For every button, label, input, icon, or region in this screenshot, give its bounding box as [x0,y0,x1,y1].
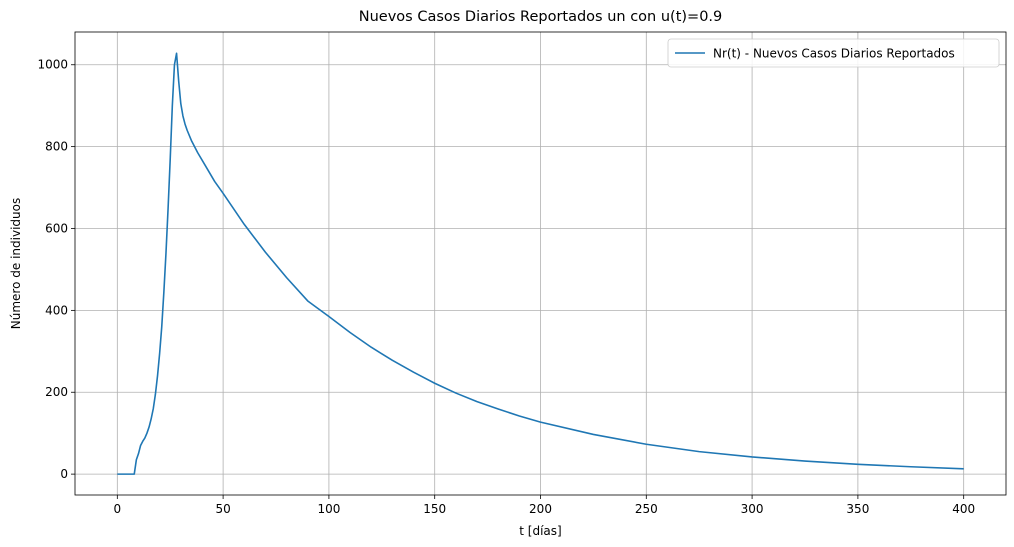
x-tick-label: 250 [635,502,658,516]
y-axis-ticks: 0 200 400 600 800 1000 [37,58,75,481]
legend-box [667,38,1000,68]
y-tick-label: 200 [45,385,68,399]
x-tick-label: 100 [317,502,340,516]
x-tick-label: 150 [423,502,446,516]
series-line-0 [117,52,964,475]
x-tick-label: 200 [529,502,552,516]
y-tick-label: 600 [45,221,68,235]
y-tick-label: 400 [45,303,68,317]
x-tick-label: 400 [952,502,975,516]
x-tick-label: 0 [113,502,121,516]
x-tick-label: 50 [215,502,230,516]
y-tick-label: 800 [45,140,68,154]
series-layer [117,52,964,475]
legend-entry-label: Nr(t) - Nuevos Casos Diarios Reportados [713,47,955,61]
chart-title: Nuevos Casos Diarios Reportados un con u… [359,9,723,25]
y-axis-label: Número de individuos [9,198,23,329]
grid [75,32,1006,495]
x-axis-label: t [días] [519,524,561,538]
x-axis-ticks: 0 50 100 150 200 250 300 350 400 [113,495,975,516]
y-tick-label: 1000 [37,58,68,72]
y-tick-label: 0 [60,467,68,481]
x-tick-label: 350 [846,502,869,516]
x-tick-label: 300 [741,502,764,516]
legend: Nr(t) - Nuevos Casos Diarios Reportados [667,38,1000,68]
